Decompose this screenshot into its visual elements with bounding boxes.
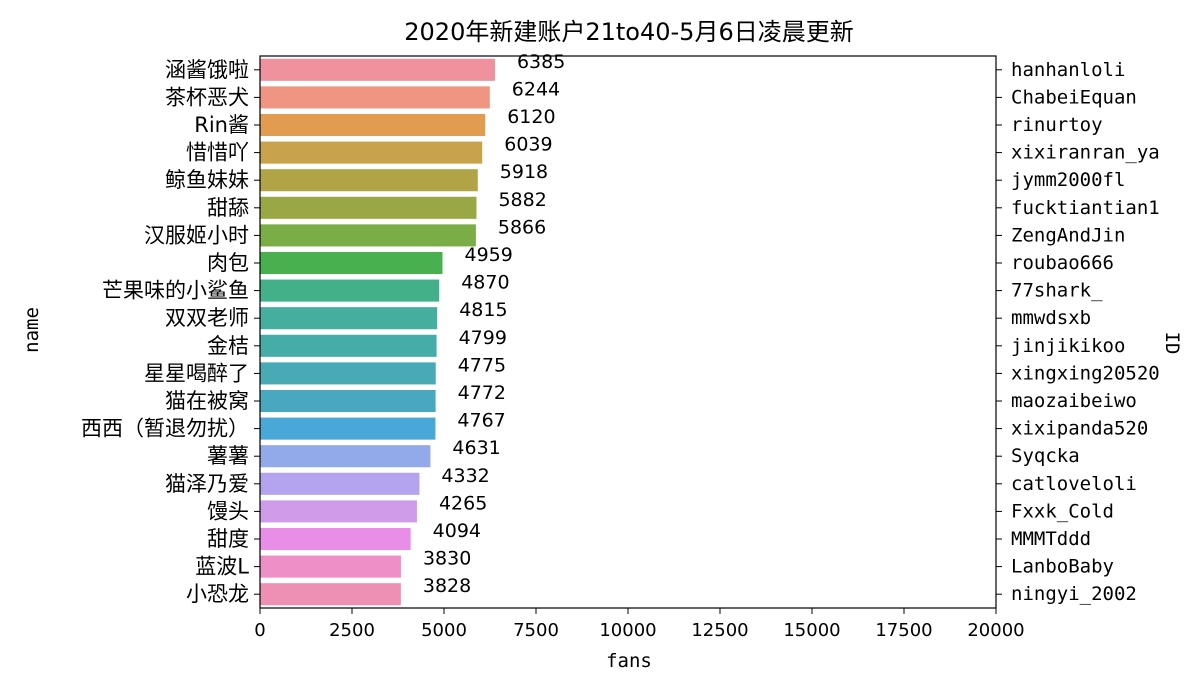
y-tick-label: 鲸鱼妹妹 (165, 168, 249, 192)
y2-tick-label: catloveloli (1011, 473, 1137, 495)
y-tick-label: 芒果味的小鲨鱼 (102, 279, 249, 303)
y2-tick-label: rinurtoy (1011, 114, 1103, 136)
chart-title: 2020年新建账户21to40-5月6日凌晨更新 (404, 18, 853, 46)
data-label: 4265 (439, 492, 487, 514)
y-tick-label: 惜惜吖 (186, 141, 249, 165)
bar (260, 472, 420, 495)
y-tick-label: 涵酱饿啦 (165, 58, 249, 82)
bar (260, 251, 443, 275)
y-tick-label: 蓝波L (195, 555, 249, 579)
data-label: 6039 (504, 134, 552, 156)
data-label: 5918 (500, 161, 548, 183)
y-tick-label: 甜度 (207, 527, 249, 551)
y-tick-label: 猫泽乃爱 (165, 472, 249, 496)
bar (260, 500, 417, 523)
bar (260, 113, 486, 137)
data-label: 3828 (423, 575, 471, 597)
data-label: 4815 (459, 299, 507, 321)
data-label: 4799 (459, 327, 507, 349)
y2-tick-label: xingxing20520 (1011, 362, 1160, 384)
bar (260, 583, 401, 606)
bar (260, 527, 411, 551)
bar (260, 279, 440, 302)
x-tick-label: 15000 (783, 620, 840, 641)
bar (260, 58, 495, 81)
data-label: 4772 (458, 382, 506, 404)
y-tick-label: 猫在被窝 (165, 389, 249, 413)
y2-tick-label: 77shark_ (1011, 280, 1103, 302)
bar (260, 169, 478, 192)
bar (260, 445, 431, 468)
y2-tick-label: ningyi_2002 (1011, 583, 1137, 605)
y-tick-label: 汉服姬小时 (144, 223, 249, 247)
bar (260, 141, 483, 164)
y2-tick-label: ZengAndJin (1011, 224, 1125, 246)
data-label: 6385 (517, 51, 565, 73)
data-label: 3830 (423, 548, 471, 570)
x-tick-label: 5000 (421, 620, 467, 641)
y-tick-label: 小恐龙 (186, 582, 249, 606)
y2-tick-label: ChabeiEquan (1011, 86, 1137, 108)
data-label: 5882 (498, 189, 546, 211)
y2-tick-label: LanboBaby (1011, 556, 1114, 578)
x-tick-label: 12500 (691, 620, 748, 641)
y2-tick-label: hanhanloli (1011, 59, 1125, 81)
y-axis-label: name (21, 307, 43, 353)
y-tick-label: 茶杯恶犬 (165, 85, 249, 109)
data-label: 4631 (452, 437, 500, 459)
x-tick-label: 0 (254, 620, 265, 641)
bar (260, 196, 477, 219)
secondary-y-axis-label: ID (1161, 332, 1183, 355)
y-tick-label: 西西（暂退勿扰） (81, 417, 249, 441)
data-label: 6244 (512, 78, 560, 100)
bar (260, 334, 437, 357)
plot-frame (259, 55, 997, 609)
y-tick-label: 馒头 (207, 499, 249, 523)
y2-tick-label: mmwdsxb (1011, 307, 1091, 329)
y-tick-label: 甜舔 (207, 196, 249, 220)
y-tick-label: 金桔 (207, 334, 249, 358)
data-label: 4870 (461, 272, 509, 294)
bar (260, 86, 490, 109)
bar (260, 417, 436, 440)
y2-tick-label: jinjikikoo (1011, 335, 1125, 357)
bar (260, 224, 476, 247)
y-tick-label: Rin酱 (194, 113, 249, 137)
x-tick-label: 7500 (513, 620, 559, 641)
y-tick-label: 双双老师 (165, 306, 249, 330)
y2-tick-label: fucktiantian1 (1011, 197, 1160, 219)
y2-tick-label: MMMTddd (1011, 528, 1091, 550)
y-tick-label: 薯薯 (207, 444, 249, 468)
data-label: 4775 (458, 354, 506, 376)
x-tick-label: 10000 (599, 620, 656, 641)
bar (260, 389, 436, 413)
data-label: 6120 (507, 106, 555, 128)
data-label: 4767 (457, 410, 505, 432)
data-label: 4332 (441, 465, 489, 487)
data-label: 5866 (498, 216, 546, 238)
bar (260, 362, 436, 385)
x-axis-label: fans (606, 650, 652, 672)
y-tick-label: 星星喝醉了 (144, 361, 249, 385)
y2-tick-label: xixiranran_ya (1011, 142, 1160, 164)
y2-tick-label: Fxxk_Cold (1011, 500, 1114, 522)
y2-tick-label: maozaibeiwo (1011, 390, 1137, 412)
x-tick-label: 2500 (329, 620, 375, 641)
y2-tick-label: xixipanda520 (1011, 418, 1148, 440)
bar (260, 307, 438, 330)
y2-tick-label: Syqcka (1011, 445, 1080, 467)
x-tick-label: 17500 (875, 620, 932, 641)
x-tick-label: 20000 (967, 620, 1024, 641)
y2-tick-label: jymm2000fl (1011, 169, 1125, 191)
y2-tick-label: roubao666 (1011, 252, 1114, 274)
y-tick-label: 肉包 (207, 251, 249, 275)
data-label: 4959 (464, 244, 512, 266)
data-label: 4094 (433, 520, 481, 542)
bar (260, 555, 401, 578)
